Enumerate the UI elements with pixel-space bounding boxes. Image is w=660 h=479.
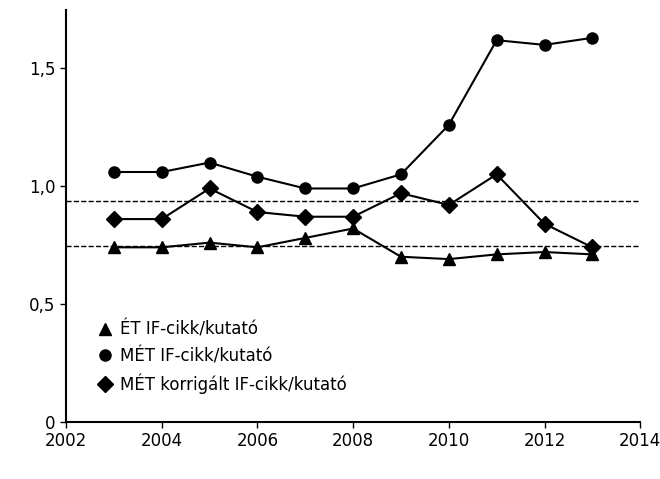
Legend: ÉT IF-cikk/kutató, MÉT IF-cikk/kutató, MÉT korrigált IF-cikk/kutató: ÉT IF-cikk/kutató, MÉT IF-cikk/kutató, M…: [92, 314, 353, 401]
